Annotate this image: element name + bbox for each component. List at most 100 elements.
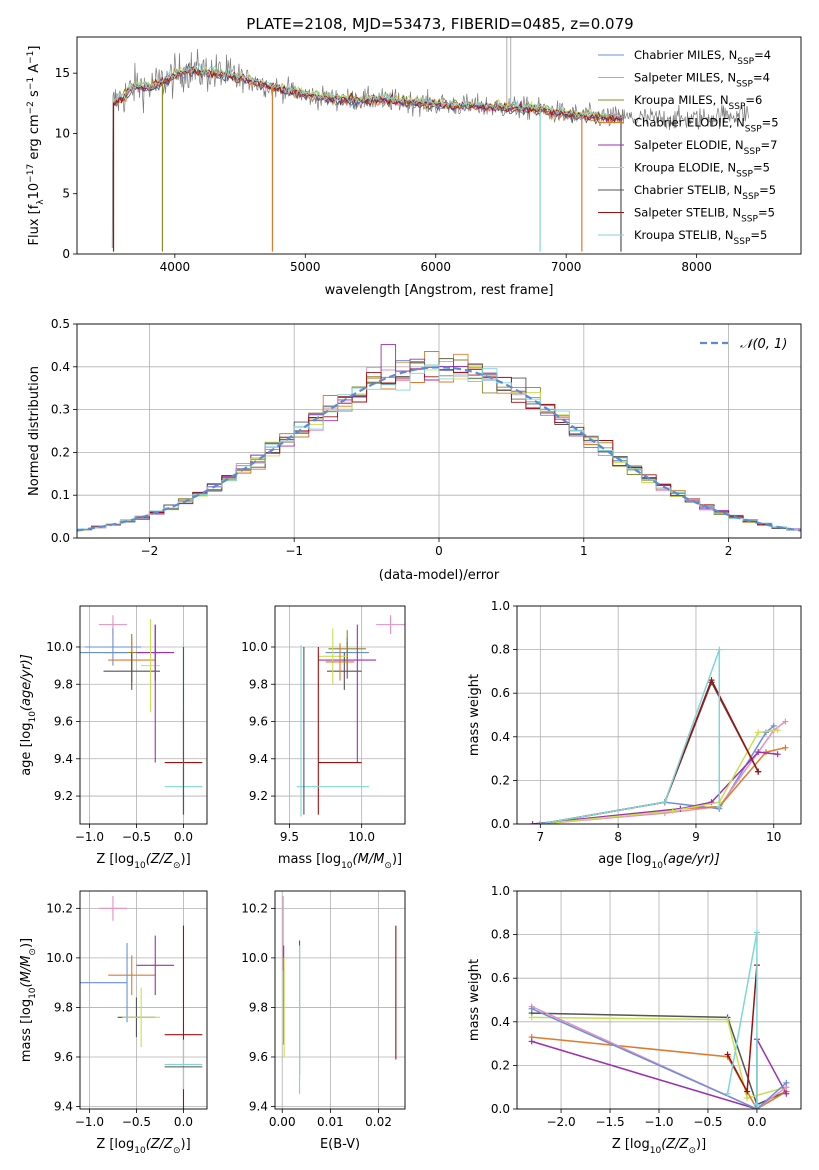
label-part: (M/M: [353, 852, 385, 867]
y-axis-label: age [log10(age/yr)]: [19, 654, 38, 776]
label-part: Chabrier MILES, N: [634, 48, 737, 62]
label-part: Salpeter MILES, N: [634, 71, 736, 85]
label-part: SSP: [736, 80, 753, 90]
axes-frame: [79, 890, 208, 1110]
label-part: SSP: [741, 215, 758, 225]
label-part: (age/yr)]: [19, 654, 34, 711]
label-part: =5: [753, 161, 770, 175]
label-part: Chabrier ELODIE, N: [634, 116, 745, 130]
label-part: 10: [651, 861, 663, 871]
y-axis-label: mass weight: [467, 674, 482, 756]
x-tick-label: 8000: [681, 260, 712, 274]
x-tick-label: −1.5: [595, 1115, 624, 1129]
label-part: A: [27, 64, 42, 77]
label-part: s: [27, 90, 42, 101]
x-tick-label: −1.0: [644, 1115, 673, 1129]
label-part: Chabrier STELIB, N: [634, 183, 742, 197]
label-part: SSP: [737, 57, 754, 67]
y-axis-label: Flux [fλ10−17 erg cm−2 s−1 A−1]: [26, 46, 46, 246]
x-tick-label: −2.0: [546, 1115, 575, 1129]
label-part: E(B-V): [320, 1137, 360, 1152]
mass-weight-line: [540, 649, 721, 824]
age-vs-Z-panel: −1.0 −0.5 0.09.29.49.69.810.0Z [log10(Z/Z⊙…: [19, 605, 208, 871]
model-spectrum-line: [113, 62, 623, 125]
x-axis-label: Z [log10(Z/Z⊙)]: [612, 1137, 706, 1156]
errorbar-point: [376, 615, 405, 634]
y-tick-label: 0.4: [491, 730, 510, 744]
label-part: SSP: [744, 147, 761, 157]
x-axis-label: Z [log10(Z/Z⊙)]: [96, 852, 190, 871]
label-part: mass [log: [278, 852, 341, 867]
label-part: (Z/Z: [661, 1137, 689, 1152]
mass-weight-line: [531, 1016, 787, 1100]
label-part: ⊙: [173, 1146, 181, 1156]
label-part: (M/M: [19, 956, 34, 988]
errorbar-group: [296, 615, 405, 817]
label-part: mass weight: [467, 959, 482, 1041]
x-tick-label: 10.0: [348, 830, 375, 844]
x-tick-label: 10: [766, 830, 781, 844]
y-tick-label: 0.2: [491, 773, 510, 787]
errorbar-point: [98, 895, 128, 921]
y-tick-label: 0.4: [51, 360, 70, 374]
model-spectrum-line: [113, 65, 623, 124]
errorbar-point: [164, 925, 203, 1109]
x-tick-label: 7000: [551, 260, 582, 274]
label-part: mass weight: [467, 674, 482, 756]
label-part: =6: [745, 93, 762, 107]
errorbar-point: [136, 935, 175, 996]
x-tick-label: −0.5: [693, 1115, 722, 1129]
label-part: =5: [758, 206, 775, 220]
x-tick-label: 0.02: [365, 1115, 392, 1129]
label-part: Kroupa ELODIE, N: [634, 161, 736, 175]
label-part: (age/yr)]: [663, 852, 720, 867]
x-tick-label: 8: [614, 830, 622, 844]
x-tick-label: −1.0: [75, 1115, 104, 1129]
y-tick-label: 9.8: [54, 1000, 73, 1014]
label-part: Z [log: [612, 1137, 650, 1152]
y-tick-label: 9.2: [54, 789, 73, 803]
y-tick-label: 10: [55, 126, 70, 140]
legend-label: Salpeter STELIB, NSSP=5: [634, 206, 775, 225]
y-tick-label: 10.0: [241, 951, 268, 965]
mass-weight-line: [531, 1005, 787, 1109]
y-tick-label: 0.8: [491, 643, 510, 657]
mass-weight-line: [540, 725, 775, 824]
label-part: Kroupa MILES, N: [634, 93, 729, 107]
y-tick-label: 1.0: [491, 599, 510, 613]
errorbar-point: [164, 1039, 203, 1090]
label-part: SSP: [742, 192, 759, 202]
y-tick-label: 10.2: [241, 901, 268, 915]
axes-frame: [516, 605, 802, 825]
y-tick-label: 10.2: [46, 901, 73, 915]
spectrum-panel: 4000 5000 6000 7000 8000 0 5 10 15 Chabrier MILES…: [26, 36, 802, 298]
label-part: Z [log: [96, 852, 134, 867]
y-tick-label: 0.5: [51, 317, 70, 331]
axes-frame: [79, 605, 208, 825]
axes-frame: [274, 605, 406, 825]
label-part: ⊙: [28, 948, 38, 956]
errorbar-group: [282, 895, 397, 1095]
y-axis-label: mass [log10(M/M⊙)]: [19, 938, 38, 1062]
y-tick-label: 9.4: [54, 1100, 73, 1114]
errorbar-point: [141, 619, 160, 713]
legend-label: 𝒩(0, 1): [740, 337, 787, 352]
x-axis-label: Z [log10(Z/Z⊙)]: [96, 1137, 190, 1156]
label-part: =7: [761, 138, 778, 152]
label-part: Salpeter STELIB, N: [634, 206, 741, 220]
legend-label: Salpeter ELODIE, NSSP=7: [634, 138, 777, 157]
errorbar-group: [80, 615, 203, 819]
label-part: −1: [26, 51, 36, 64]
x-axis-label: age [log10(age/yr)]: [598, 852, 720, 871]
x-axis-label: (data-model)/error: [379, 568, 500, 583]
mass-vs-Z-panel: −1.0 −0.5 0.09.49.69.810.010.2Z [log10(Z/Z…: [19, 890, 208, 1156]
x-tick-label: 6000: [420, 260, 451, 274]
y-tick-label: 0.2: [491, 1058, 510, 1072]
legend-label: Kroupa MILES, NSSP=6: [634, 93, 762, 112]
label-part: (Z/Z: [146, 1137, 174, 1152]
label-part: Z [log: [96, 1137, 134, 1152]
x-tick-label: 0.0: [174, 1115, 193, 1129]
y-tick-label: 1.0: [491, 884, 510, 898]
errorbar-point: [108, 955, 156, 996]
